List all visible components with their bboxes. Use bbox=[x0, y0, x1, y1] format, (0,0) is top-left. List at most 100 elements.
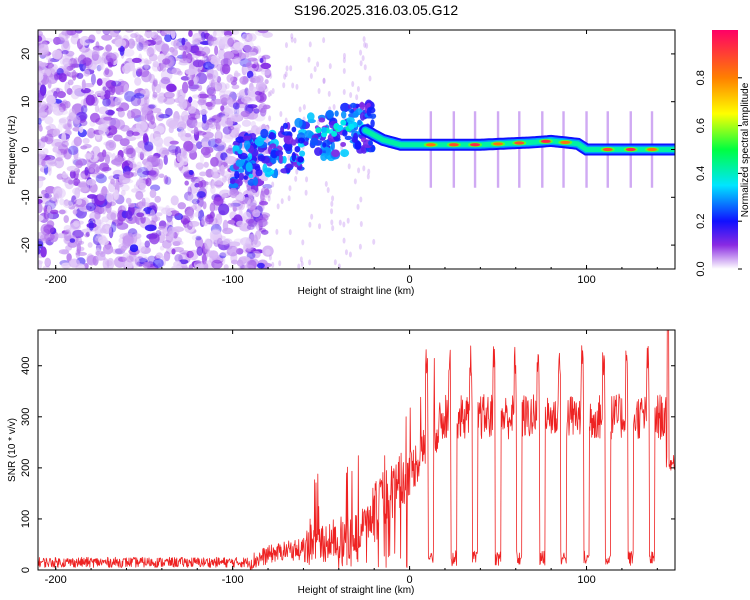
spectrogram-noise-blob bbox=[58, 118, 67, 124]
spectrogram-noise-blob bbox=[68, 58, 78, 68]
spectrogram-noise-blob bbox=[180, 129, 186, 137]
spectrogram-noise-blob bbox=[173, 39, 180, 49]
spectrogram-cluster-blob bbox=[297, 137, 305, 144]
spectrogram-noise-blob bbox=[131, 131, 140, 136]
spectrogram-noise-blob bbox=[170, 30, 176, 39]
spectrogram-noise-blob bbox=[208, 79, 215, 89]
spectrogram-noise-blob bbox=[155, 212, 163, 217]
spectrogram-cluster-blob bbox=[280, 125, 285, 135]
spectrogram-noise-blob bbox=[197, 99, 207, 106]
spectrogram-noise-blob bbox=[132, 67, 137, 78]
spectrogram-noise-blob bbox=[137, 88, 144, 93]
spectrogram-noise-blob bbox=[38, 40, 49, 51]
colorbar-tick-label: 0.4 bbox=[695, 166, 707, 181]
spectrogram-noise-blob bbox=[185, 68, 197, 75]
spectrogram-noise-blob bbox=[262, 31, 273, 38]
spectrogram-noise-blob bbox=[209, 229, 222, 240]
spectrogram-noise-blob bbox=[50, 209, 59, 215]
spectrogram-noise-blob bbox=[134, 168, 143, 173]
spectrogram-xtick-label: 100 bbox=[577, 274, 595, 286]
spectrogram-noise-blob bbox=[74, 187, 81, 199]
spectrogram-noise-blob bbox=[170, 195, 179, 206]
spectrogram-noise-blob bbox=[194, 121, 206, 128]
spectrogram-noise-blob bbox=[144, 59, 152, 65]
spectrogram-noise-blob bbox=[40, 246, 47, 258]
spectrogram-noise-blob bbox=[105, 109, 115, 116]
spectrogram-noise-blob bbox=[284, 42, 288, 49]
spectrogram-noise-blob bbox=[226, 74, 234, 83]
spectrogram-noise-blob bbox=[240, 91, 246, 97]
snr-xtick-label: 0 bbox=[407, 574, 413, 586]
spectrogram-noise-blob bbox=[222, 126, 232, 135]
spectrogram-noise-blob bbox=[96, 199, 104, 206]
spectrogram-noise-blob bbox=[61, 99, 69, 112]
spectrogram-noise-blob bbox=[236, 259, 244, 267]
spectrogram-noise-blob bbox=[168, 119, 179, 129]
spectrogram-noise-blob bbox=[102, 258, 110, 269]
spectrogram-noise-blob bbox=[62, 38, 70, 49]
spectrogram-noise-blob bbox=[43, 232, 55, 242]
spectrogram-noise-blob bbox=[298, 106, 302, 113]
spectrogram-noise-blob bbox=[103, 89, 111, 100]
spectrogram-noise-blob bbox=[264, 68, 272, 79]
spectrogram-noise-blob bbox=[87, 242, 93, 248]
spectrogram-noise-blob bbox=[221, 192, 228, 199]
spectrogram-noise-blob bbox=[363, 64, 367, 71]
spectrogram-noise-blob bbox=[305, 176, 309, 183]
spectrogram-noise-blob bbox=[38, 248, 41, 255]
spectrogram-noise-blob bbox=[125, 197, 132, 204]
spectrogram-noise-blob bbox=[278, 260, 282, 267]
spectrogram-noise-blob bbox=[230, 113, 243, 123]
spectrogram-noise-blob bbox=[201, 253, 207, 265]
spectrogram-noise-blob bbox=[259, 57, 264, 63]
spectrogram-noise-blob bbox=[151, 63, 161, 72]
spectrogram-noise-blob bbox=[64, 123, 72, 131]
spectrogram-noise-blob bbox=[192, 59, 204, 68]
spectrogram-noise-blob bbox=[40, 135, 49, 143]
spectrogram-noise-blob bbox=[201, 215, 210, 227]
spectrogram-noise-blob bbox=[45, 54, 52, 61]
spectrogram-noise-blob bbox=[151, 155, 161, 167]
spectrogram-noise-blob bbox=[98, 127, 110, 136]
spectrogram-noise-blob bbox=[95, 254, 106, 261]
spectrogram-noise-blob bbox=[160, 149, 173, 155]
spectrogram-noise-blob bbox=[70, 90, 80, 100]
spectrogram-noise-blob bbox=[71, 84, 83, 92]
spectrogram-noise-blob bbox=[66, 65, 74, 71]
spectrogram-noise-blob bbox=[246, 202, 257, 211]
spectrogram-noise-blob bbox=[249, 75, 261, 84]
spectrogram-noise-blob bbox=[173, 111, 180, 123]
spectrogram-noise-blob bbox=[231, 199, 243, 211]
spectrogram-noise-blob bbox=[72, 229, 84, 239]
spectrogram-noise-blob bbox=[245, 62, 253, 68]
spectrogram-noise-blob bbox=[279, 111, 283, 118]
spectrogram-noise-blob bbox=[95, 30, 102, 35]
spectrogram-noise-blob bbox=[64, 100, 71, 109]
spectrogram-noise-blob bbox=[342, 237, 346, 244]
spectrogram-noise-blob bbox=[243, 264, 255, 269]
spectrogram-noise-blob bbox=[158, 173, 165, 178]
spectrogram-noise-blob bbox=[366, 173, 370, 180]
spectrogram-noise-blob bbox=[356, 203, 360, 210]
spectrogram-noise-blob bbox=[194, 236, 204, 249]
spectrogram-noise-blob bbox=[96, 78, 103, 86]
spectrogram-noise-blob bbox=[209, 255, 214, 264]
spectrogram-noise-blob bbox=[202, 201, 207, 210]
spectrogram-cluster-blob bbox=[282, 131, 292, 136]
spectrogram-noise-blob bbox=[195, 235, 202, 241]
spectrogram-cluster-blob bbox=[368, 140, 373, 146]
spectrogram-noise-blob bbox=[160, 228, 167, 236]
spectrogram-noise-blob bbox=[115, 84, 122, 95]
spectrogram-noise-blob bbox=[359, 49, 363, 56]
spectrogram-noise-blob bbox=[216, 237, 223, 248]
spectrogram-noise-blob bbox=[372, 238, 376, 245]
spectrogram-noise-blob bbox=[211, 69, 219, 82]
spectrogram-noise-blob bbox=[197, 93, 209, 99]
spectrogram-noise-blob bbox=[188, 220, 200, 227]
spectrogram-noise-blob bbox=[289, 65, 293, 72]
spectrogram-noise-blob bbox=[67, 145, 79, 155]
spectrogram-cluster-blob bbox=[346, 116, 355, 124]
spectrogram-noise-blob bbox=[191, 39, 199, 45]
spectrogram-noise-blob bbox=[232, 102, 240, 110]
spectrogram-noise-blob bbox=[222, 175, 227, 183]
